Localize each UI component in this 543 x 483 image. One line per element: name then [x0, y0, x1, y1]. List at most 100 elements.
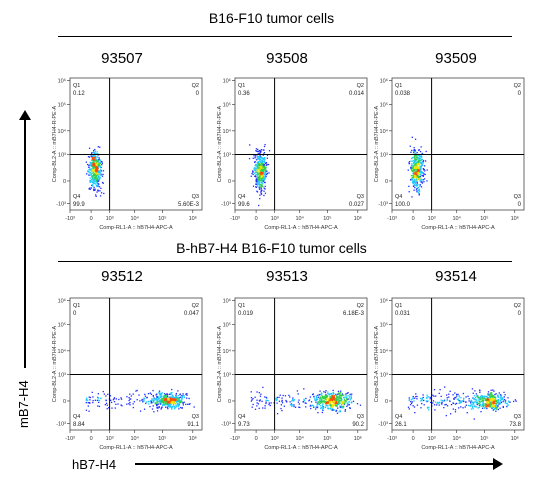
event-dot	[170, 396, 172, 398]
event-dot	[471, 405, 473, 407]
x-tick-label: 10⁶	[511, 215, 519, 222]
event-dot	[193, 406, 195, 408]
y-tick-label: 10⁴	[223, 128, 232, 135]
event-dot	[318, 397, 321, 400]
event-dot	[266, 157, 268, 159]
event-dot	[441, 399, 444, 402]
event-dot	[89, 187, 91, 189]
event-dot	[173, 398, 176, 400]
event-dot	[284, 395, 287, 397]
event-dot	[256, 191, 259, 193]
event-dot	[297, 401, 300, 403]
panel-x-label: Comp-RL1-A :: hB7H4-APC-A	[99, 445, 173, 451]
event-dot	[93, 170, 95, 173]
event-dot	[412, 180, 414, 182]
event-dot	[175, 400, 177, 402]
event-dot	[418, 160, 420, 163]
event-dot	[334, 399, 336, 401]
event-dot	[263, 152, 266, 154]
event-dot	[418, 166, 420, 169]
event-dot	[425, 150, 427, 153]
event-dot	[333, 397, 335, 399]
event-dot	[257, 172, 259, 175]
event-dot	[326, 401, 329, 403]
event-dot	[414, 186, 416, 189]
event-dot	[487, 393, 489, 395]
panel-x-label: Comp-RL1-A :: hB7H4-APC-A	[99, 225, 173, 231]
event-dot	[478, 397, 481, 400]
event-dot	[98, 175, 100, 177]
event-dot	[339, 400, 342, 402]
event-dot	[304, 402, 306, 404]
event-dot	[262, 166, 264, 169]
event-dot	[325, 398, 327, 400]
event-dot	[410, 168, 412, 170]
event-dot	[261, 168, 264, 170]
event-dot	[259, 400, 261, 402]
event-dot	[414, 184, 417, 186]
event-dot	[93, 188, 95, 190]
y-tick-label: 10³	[223, 373, 231, 379]
event-dot	[326, 396, 328, 398]
event-dot	[132, 406, 134, 409]
event-dot	[423, 181, 425, 183]
event-dot	[502, 405, 504, 408]
event-dot	[258, 170, 261, 172]
event-dot	[461, 400, 464, 402]
event-dot	[108, 407, 110, 409]
event-dot	[94, 150, 96, 152]
event-dot	[496, 395, 499, 397]
event-dot	[151, 398, 153, 400]
event-dot	[93, 157, 95, 160]
panel-x-label: Comp-RL1-A :: hB7H4-APC-A	[421, 225, 495, 231]
event-dot	[257, 179, 259, 181]
event-dot	[263, 171, 265, 173]
event-dot	[483, 398, 486, 400]
event-dot	[314, 399, 316, 402]
event-dot	[457, 398, 459, 400]
event-dot	[472, 401, 475, 403]
event-dot	[254, 174, 257, 176]
event-dot	[408, 408, 410, 410]
event-dot	[485, 399, 487, 402]
event-dot	[329, 393, 331, 395]
event-dot	[259, 152, 261, 154]
event-dot	[315, 398, 318, 400]
event-dot	[161, 406, 163, 408]
event-dot	[321, 394, 323, 397]
event-dot	[264, 407, 266, 409]
event-dot	[332, 405, 335, 407]
event-dot	[481, 400, 484, 402]
event-dot	[156, 396, 158, 398]
event-dot	[97, 180, 100, 182]
event-dot	[97, 393, 100, 395]
y-tick-label: 10⁴	[58, 128, 67, 135]
event-dot	[259, 167, 262, 170]
event-dot	[263, 168, 266, 170]
event-dot	[328, 394, 330, 396]
event-dot	[172, 395, 174, 398]
event-dot	[88, 402, 91, 404]
event-dot	[489, 404, 491, 406]
event-dot	[259, 198, 261, 200]
event-dot	[432, 394, 434, 396]
x-tick-label: -10³	[230, 216, 240, 222]
plot-frame	[234, 77, 368, 211]
event-dot	[98, 170, 100, 172]
event-dot	[253, 167, 255, 170]
event-dot	[266, 399, 268, 402]
event-dot	[413, 159, 415, 162]
event-dot	[94, 159, 96, 161]
event-dot	[504, 394, 506, 396]
event-dot	[311, 404, 314, 406]
event-dot	[426, 406, 429, 409]
event-dot	[166, 393, 168, 395]
event-dot	[328, 397, 330, 399]
event-dot	[91, 172, 93, 175]
event-dot	[476, 394, 479, 397]
event-dot	[457, 393, 459, 396]
event-dot	[91, 168, 93, 170]
event-dot	[414, 162, 417, 165]
event-dot	[500, 401, 503, 404]
event-dot	[415, 396, 417, 398]
